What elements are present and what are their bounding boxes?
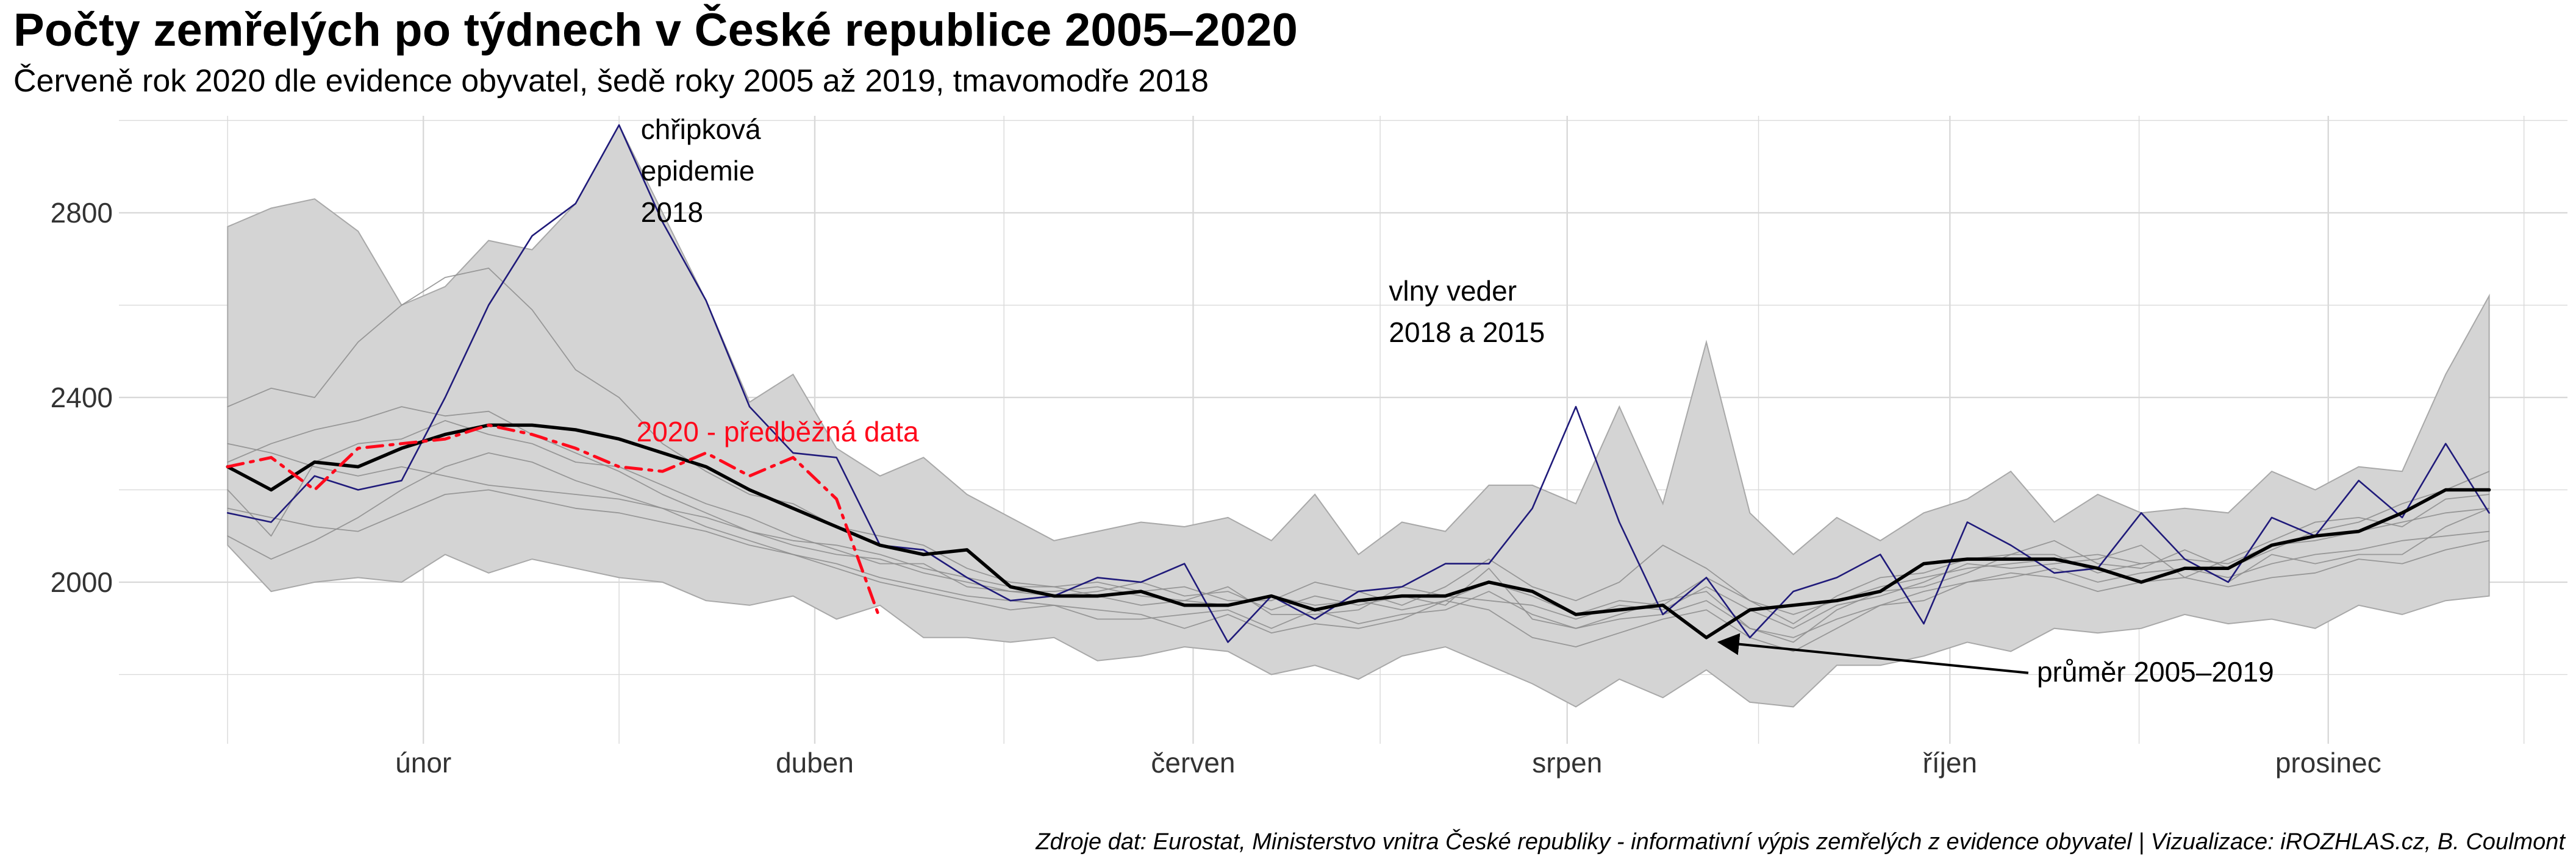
series-lines bbox=[226, 124, 2491, 652]
annotation-line: průměr 2005–2019 bbox=[2037, 656, 2274, 688]
gray-year-line bbox=[227, 489, 2490, 652]
y-tick-label: 2800 bbox=[51, 197, 113, 229]
x-tick-label: srpen bbox=[1532, 747, 1602, 779]
x-tick-label: duben bbox=[776, 747, 854, 779]
x-tick-label: červen bbox=[1151, 747, 1235, 779]
range-band bbox=[227, 123, 2490, 708]
source-caption: Zdroje dat: Eurostat, Ministerstvo vnitr… bbox=[1036, 829, 2565, 855]
axis-labels: 2000 2400 2800 únor duben červen srpen říjen pro… bbox=[51, 197, 2381, 779]
annotation-2020: 2020 - předběžná data bbox=[637, 416, 919, 447]
gray-year-line bbox=[227, 452, 2490, 638]
x-tick-label: únor bbox=[395, 747, 451, 779]
y-tick-label: 2400 bbox=[51, 382, 113, 413]
annotation-text: chřipková epidemie 2018 bbox=[641, 113, 761, 228]
mean-line bbox=[226, 423, 2491, 640]
annotation-line: vlny veder bbox=[1389, 275, 1517, 307]
annotations: chřipková epidemie 2018 vlny veder 2018 a 20… bbox=[637, 113, 2274, 688]
min-max-band bbox=[227, 123, 2490, 708]
x-tick-label: říjen bbox=[1923, 747, 1977, 779]
y-tick-label: 2000 bbox=[51, 566, 113, 598]
chart-title: Počty zemřelých po týdnech v České repub… bbox=[13, 4, 1298, 56]
annotation-text: vlny veder 2018 a 2015 bbox=[1389, 275, 1545, 348]
annotation-text: průměr 2005–2019 bbox=[2037, 656, 2274, 688]
x-tick-label: prosinec bbox=[2275, 747, 2381, 779]
annotation-line: 2020 - předběžná data bbox=[637, 416, 919, 447]
annotation-arrow bbox=[1717, 633, 2029, 674]
gray-year-line bbox=[227, 406, 2490, 629]
line-2020 bbox=[226, 423, 882, 621]
line-2018 bbox=[226, 124, 2490, 643]
annotation-line: epidemie bbox=[641, 155, 755, 187]
chart-subtitle: Červeně rok 2020 dle evidence obyvatel, … bbox=[13, 63, 1209, 99]
annotation-line: 2018 a 2015 bbox=[1389, 316, 1545, 348]
annotation-line: chřipková bbox=[641, 113, 761, 145]
annotation-line: 2018 bbox=[641, 196, 703, 228]
